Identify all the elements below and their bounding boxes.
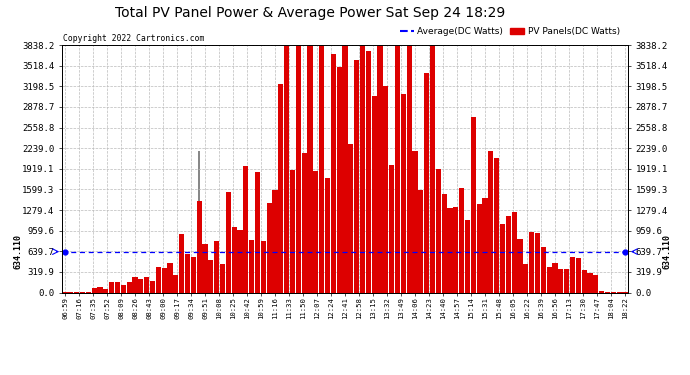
Bar xyxy=(494,158,500,292)
Bar xyxy=(599,291,604,292)
Bar xyxy=(261,241,266,292)
Bar xyxy=(395,45,400,292)
Bar xyxy=(430,45,435,292)
Bar xyxy=(447,207,453,292)
Bar xyxy=(273,190,277,292)
Bar xyxy=(208,260,213,292)
Bar xyxy=(529,232,534,292)
Bar xyxy=(575,258,581,292)
Bar xyxy=(168,263,172,292)
Bar xyxy=(500,224,505,292)
Bar xyxy=(104,289,108,292)
Bar xyxy=(126,282,132,292)
Bar xyxy=(132,278,137,292)
Bar xyxy=(214,241,219,292)
Bar xyxy=(284,45,289,292)
Bar xyxy=(593,275,598,292)
Bar xyxy=(558,269,564,292)
Bar xyxy=(290,170,295,292)
Bar xyxy=(570,256,575,292)
Bar xyxy=(482,198,488,292)
Bar xyxy=(401,94,406,292)
Bar xyxy=(489,152,493,292)
Bar xyxy=(197,201,201,292)
Bar xyxy=(249,240,255,292)
Bar xyxy=(220,264,225,292)
Bar xyxy=(243,165,248,292)
Bar xyxy=(523,264,529,292)
Bar xyxy=(389,165,394,292)
Bar xyxy=(296,45,301,292)
Bar xyxy=(582,270,586,292)
Bar xyxy=(383,86,388,292)
Bar xyxy=(413,150,417,292)
Bar xyxy=(185,254,190,292)
Bar xyxy=(348,144,353,292)
Text: Total PV Panel Power & Average Power Sat Sep 24 18:29: Total PV Panel Power & Average Power Sat… xyxy=(115,6,506,20)
Bar xyxy=(553,262,558,292)
Bar xyxy=(156,267,161,292)
Bar xyxy=(506,216,511,292)
Bar xyxy=(173,275,179,292)
Bar xyxy=(406,45,412,292)
Bar xyxy=(226,192,231,292)
Bar xyxy=(546,267,552,292)
Bar xyxy=(371,96,377,292)
Bar xyxy=(435,169,441,292)
Bar xyxy=(307,45,313,292)
Bar xyxy=(202,244,208,292)
Bar xyxy=(237,230,243,292)
Bar xyxy=(354,60,359,292)
Bar xyxy=(511,211,517,292)
Bar xyxy=(377,45,383,292)
Bar xyxy=(319,45,324,292)
Text: 634.110: 634.110 xyxy=(13,234,22,269)
Bar xyxy=(342,45,348,292)
Bar xyxy=(587,273,593,292)
Bar xyxy=(535,233,540,292)
Bar xyxy=(144,278,149,292)
Bar xyxy=(337,67,342,292)
Bar xyxy=(121,285,126,292)
Bar xyxy=(541,247,546,292)
Bar xyxy=(302,153,307,292)
Bar xyxy=(278,84,284,292)
Bar xyxy=(418,190,424,292)
Bar xyxy=(97,287,103,292)
Bar xyxy=(115,282,120,292)
Bar xyxy=(325,178,330,292)
Bar xyxy=(232,227,237,292)
Bar xyxy=(150,281,155,292)
Bar xyxy=(161,268,167,292)
Bar xyxy=(190,257,196,292)
Bar xyxy=(442,194,447,292)
Bar xyxy=(518,239,522,292)
Bar xyxy=(459,188,464,292)
Bar xyxy=(266,203,272,292)
Bar xyxy=(605,291,610,292)
Bar xyxy=(453,207,458,292)
Bar xyxy=(138,279,144,292)
Bar xyxy=(360,45,365,292)
Legend: Average(DC Watts), PV Panels(DC Watts): Average(DC Watts), PV Panels(DC Watts) xyxy=(397,24,623,40)
Bar xyxy=(477,204,482,292)
Bar xyxy=(198,151,200,292)
Bar xyxy=(424,73,429,292)
Text: 634.110: 634.110 xyxy=(662,234,671,269)
Bar xyxy=(179,234,184,292)
Bar xyxy=(313,171,319,292)
Bar xyxy=(109,282,115,292)
Bar xyxy=(465,219,470,292)
Bar xyxy=(471,117,476,292)
Bar xyxy=(331,54,336,292)
Text: Copyright 2022 Cartronics.com: Copyright 2022 Cartronics.com xyxy=(63,33,204,42)
Bar xyxy=(255,172,260,292)
Bar xyxy=(92,288,97,292)
Bar xyxy=(564,270,569,292)
Bar xyxy=(366,51,371,292)
